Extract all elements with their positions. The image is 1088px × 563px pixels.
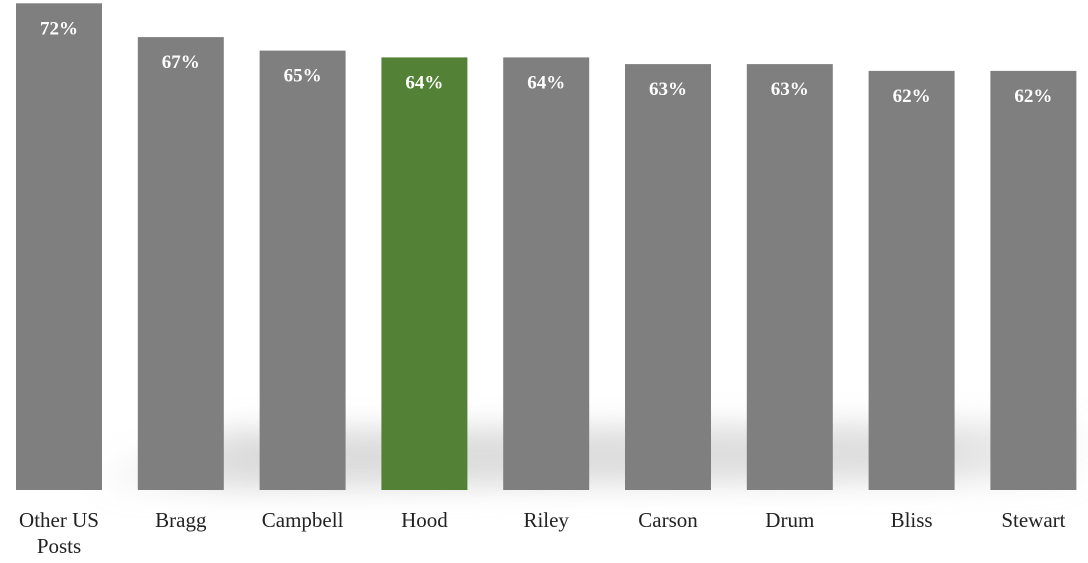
category-label: Bliss xyxy=(891,508,933,532)
bar-drum xyxy=(746,64,833,490)
bar-stewart xyxy=(990,70,1077,491)
bar-hood xyxy=(381,57,468,491)
category-label: Stewart xyxy=(1001,508,1065,532)
category-label: Carson xyxy=(638,508,698,532)
category-label: Campbell xyxy=(262,508,344,532)
category-label-line: Other US xyxy=(19,508,99,532)
value-label: 64% xyxy=(527,72,565,93)
category-label-line: Drum xyxy=(765,508,814,532)
category-label: Other US Posts xyxy=(19,508,99,558)
category-label-line: Stewart xyxy=(1001,508,1065,532)
value-label: 72% xyxy=(40,18,78,39)
bar-riley xyxy=(503,57,590,491)
category-label: Riley xyxy=(523,508,569,532)
category-label-line: Hood xyxy=(401,508,448,532)
category-label-line: Riley xyxy=(523,508,569,532)
bar-campbell xyxy=(259,50,346,490)
value-label: 67% xyxy=(162,52,200,73)
category-label-line: Campbell xyxy=(262,508,344,532)
value-label: 63% xyxy=(771,79,809,100)
value-labels: 72% 67% 65% 64% 64% 63% 63% 62% 62% xyxy=(40,18,1052,107)
value-label: 62% xyxy=(893,86,931,107)
category-label-line: Carson xyxy=(638,508,698,532)
category-labels: Other US Posts Bragg Campbell Hood Riley Carso… xyxy=(19,508,1066,558)
category-label: Drum xyxy=(765,508,814,532)
value-label: 65% xyxy=(284,66,322,87)
category-label-line: Bliss xyxy=(891,508,933,532)
bar-carson xyxy=(625,64,711,490)
bar-bliss xyxy=(868,70,955,491)
bar-other-us-posts xyxy=(16,3,102,491)
value-label: 64% xyxy=(405,72,443,93)
category-label-line: Posts xyxy=(37,534,81,558)
value-label: 63% xyxy=(649,79,687,100)
bars xyxy=(16,3,1077,491)
category-label-line: Bragg xyxy=(155,508,207,532)
value-label: 62% xyxy=(1014,86,1052,107)
bar-bragg xyxy=(137,37,224,490)
category-label: Hood xyxy=(401,508,448,532)
category-label: Bragg xyxy=(155,508,207,532)
